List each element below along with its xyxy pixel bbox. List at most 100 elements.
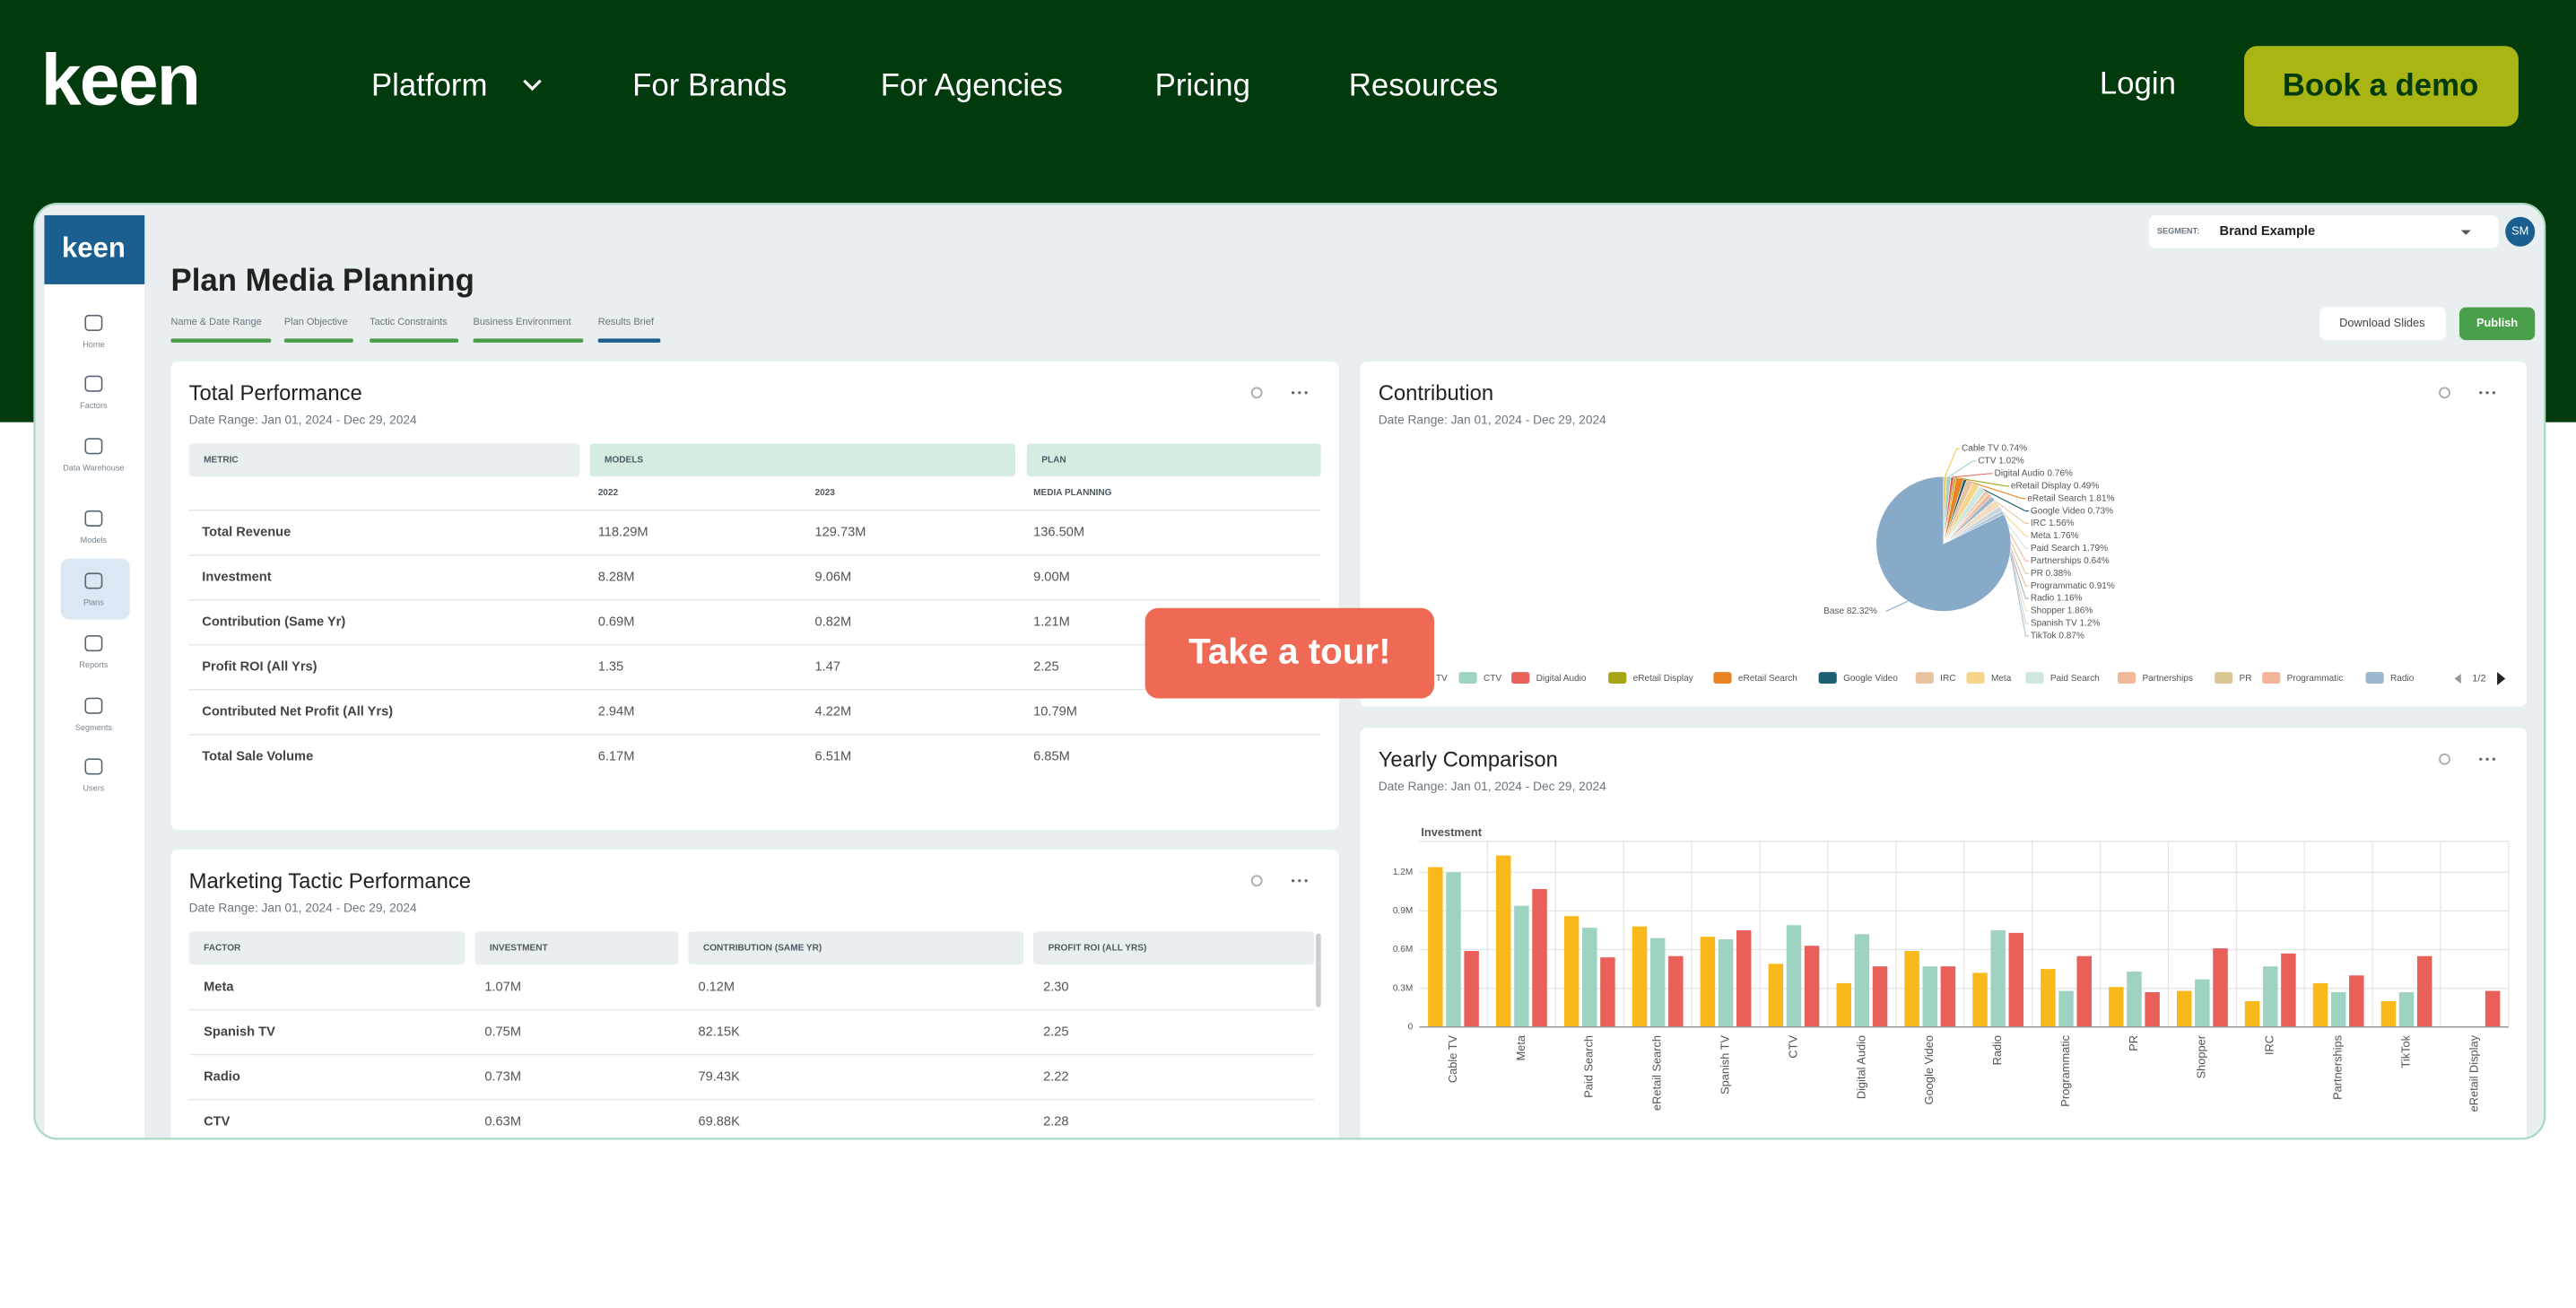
- legend-label[interactable]: TV: [1436, 674, 1448, 684]
- bar: [1428, 867, 1443, 1027]
- nav-link[interactable]: Resources: [1349, 67, 1498, 102]
- step-label[interactable]: Plan Objective: [284, 317, 348, 327]
- menu-dot[interactable]: [2492, 757, 2496, 761]
- bar: [1649, 937, 1666, 1027]
- x-tick-label: Google Video: [1922, 1035, 1936, 1104]
- step-label[interactable]: Name & Date Range: [170, 317, 261, 327]
- overlay: Take a tour!: [1144, 607, 1435, 699]
- sidebar-label[interactable]: Users: [83, 784, 104, 793]
- publish-label[interactable]: Publish: [2476, 316, 2518, 329]
- app: keen Home Factors Data Warehouse Models Plans…: [44, 214, 2536, 1139]
- nav-link[interactable]: Platform: [371, 67, 488, 102]
- tour-button-label[interactable]: Take a tour!: [1188, 632, 1390, 672]
- menu-dot[interactable]: [2492, 391, 2496, 395]
- legend-label[interactable]: eRetail Search: [1738, 674, 1797, 684]
- leader-line: [1964, 479, 2030, 512]
- step-label[interactable]: Tactic Constraints: [370, 317, 448, 327]
- settings-icon[interactable]: [2439, 753, 2450, 765]
- nav-link[interactable]: Pricing: [1155, 67, 1250, 102]
- settings-icon[interactable]: [1250, 387, 1263, 399]
- legend-label[interactable]: IRC: [1940, 674, 1955, 684]
- x-tick-label: TikTok: [2398, 1034, 2412, 1068]
- menu-dot[interactable]: [2479, 757, 2483, 761]
- legend-label[interactable]: Google Video: [1843, 674, 1898, 684]
- menu-dot[interactable]: [1304, 879, 1308, 883]
- menu-dot[interactable]: [2485, 757, 2489, 761]
- legend-label[interactable]: eRetail Display: [1633, 674, 1694, 684]
- legend-swatch: [1818, 672, 1837, 684]
- step-label[interactable]: Business Environment: [474, 317, 571, 327]
- legend-label[interactable]: Radio: [2390, 674, 2415, 684]
- nav-link[interactable]: For Agencies: [881, 67, 1063, 102]
- legend-label[interactable]: Meta: [1991, 674, 2012, 684]
- table-cell: 0.12M: [698, 981, 735, 995]
- card-title: Contribution: [1379, 381, 1493, 405]
- table-cell: 2.30: [1043, 981, 1068, 995]
- active-nav-bg: [60, 558, 130, 620]
- card: [1360, 728, 2528, 1139]
- demo-button[interactable]: [2244, 46, 2519, 127]
- tour-button[interactable]: [1144, 607, 1435, 699]
- step-label[interactable]: Results Brief: [598, 317, 655, 327]
- menu-dot[interactable]: [1304, 391, 1308, 395]
- legend-label[interactable]: Partnerships: [2142, 674, 2193, 684]
- bar: [1632, 926, 1648, 1027]
- login-link[interactable]: Login: [2100, 65, 2176, 100]
- publish-button[interactable]: [2459, 307, 2536, 341]
- demo-button-label[interactable]: Book a demo: [2283, 67, 2478, 102]
- menu-dot[interactable]: [1298, 391, 1301, 395]
- sidebar-label[interactable]: Models: [81, 536, 108, 545]
- settings-icon[interactable]: [2439, 387, 2450, 399]
- legend-label[interactable]: Paid Search: [2050, 674, 2100, 684]
- download-button[interactable]: [2319, 307, 2447, 341]
- legend-next[interactable]: [2497, 672, 2506, 685]
- sidebar-label[interactable]: Plans: [83, 598, 104, 607]
- bar: [2109, 987, 2124, 1027]
- y-tick-label: 0: [1408, 1022, 1414, 1032]
- sidebar-label[interactable]: Data Warehouse: [63, 463, 124, 472]
- bar: [1495, 855, 1511, 1027]
- legend-prev[interactable]: [2454, 673, 2461, 684]
- row-label: Profit ROI (All Yrs): [202, 659, 317, 674]
- legend-label[interactable]: PR: [2240, 674, 2252, 684]
- table-group-label: MODELS: [605, 456, 643, 466]
- sidebar-label[interactable]: Segments: [75, 723, 113, 732]
- download-label[interactable]: Download Slides: [2339, 316, 2424, 329]
- bar: [1804, 946, 1820, 1027]
- data-label: Spanish TV 1.2%: [2031, 619, 2101, 629]
- legend-label[interactable]: Programmatic: [2287, 674, 2344, 684]
- app-frame: keen Home Factors Data Warehouse Models Plans…: [34, 204, 2546, 1139]
- row-label: CTV: [204, 1115, 231, 1129]
- avatar[interactable]: [2505, 216, 2536, 247]
- row-label: Meta: [204, 981, 234, 995]
- leader-line: [1945, 448, 1961, 477]
- sidebar-label[interactable]: Home: [83, 340, 104, 349]
- x-tick-label: PR: [2127, 1035, 2140, 1051]
- menu-dot[interactable]: [1291, 879, 1295, 883]
- table-group-header: [589, 443, 1015, 477]
- sidebar-label[interactable]: Factors: [80, 401, 108, 410]
- card-title: Marketing Tactic Performance: [189, 869, 471, 894]
- legend-label[interactable]: Digital Audio: [1536, 674, 1587, 684]
- row-label: Spanish TV: [204, 1025, 275, 1040]
- table-cell: 118.29M: [598, 525, 648, 539]
- nav-link[interactable]: For Brands: [632, 67, 787, 102]
- bar: [2485, 990, 2501, 1027]
- menu-dot[interactable]: [1291, 391, 1295, 395]
- menu-dot[interactable]: [2479, 391, 2483, 395]
- bar: [2213, 948, 2228, 1027]
- legend-swatch: [1966, 672, 1985, 684]
- legend-page: 1/2: [2472, 673, 2485, 684]
- x-tick-label: Radio: [1990, 1035, 2004, 1065]
- row-label: Contributed Net Profit (All Yrs): [202, 704, 393, 719]
- menu-dot[interactable]: [2485, 391, 2489, 395]
- settings-icon[interactable]: [1250, 875, 1263, 887]
- bar: [1718, 939, 1734, 1027]
- menu-dot[interactable]: [1298, 879, 1301, 883]
- legend-label[interactable]: CTV: [1484, 674, 1501, 684]
- sidebar-label[interactable]: Reports: [79, 660, 108, 669]
- bar: [2330, 991, 2346, 1027]
- segment-select[interactable]: [2148, 214, 2499, 249]
- data-label: IRC 1.56%: [2031, 519, 2075, 528]
- legend-swatch: [2025, 672, 2044, 684]
